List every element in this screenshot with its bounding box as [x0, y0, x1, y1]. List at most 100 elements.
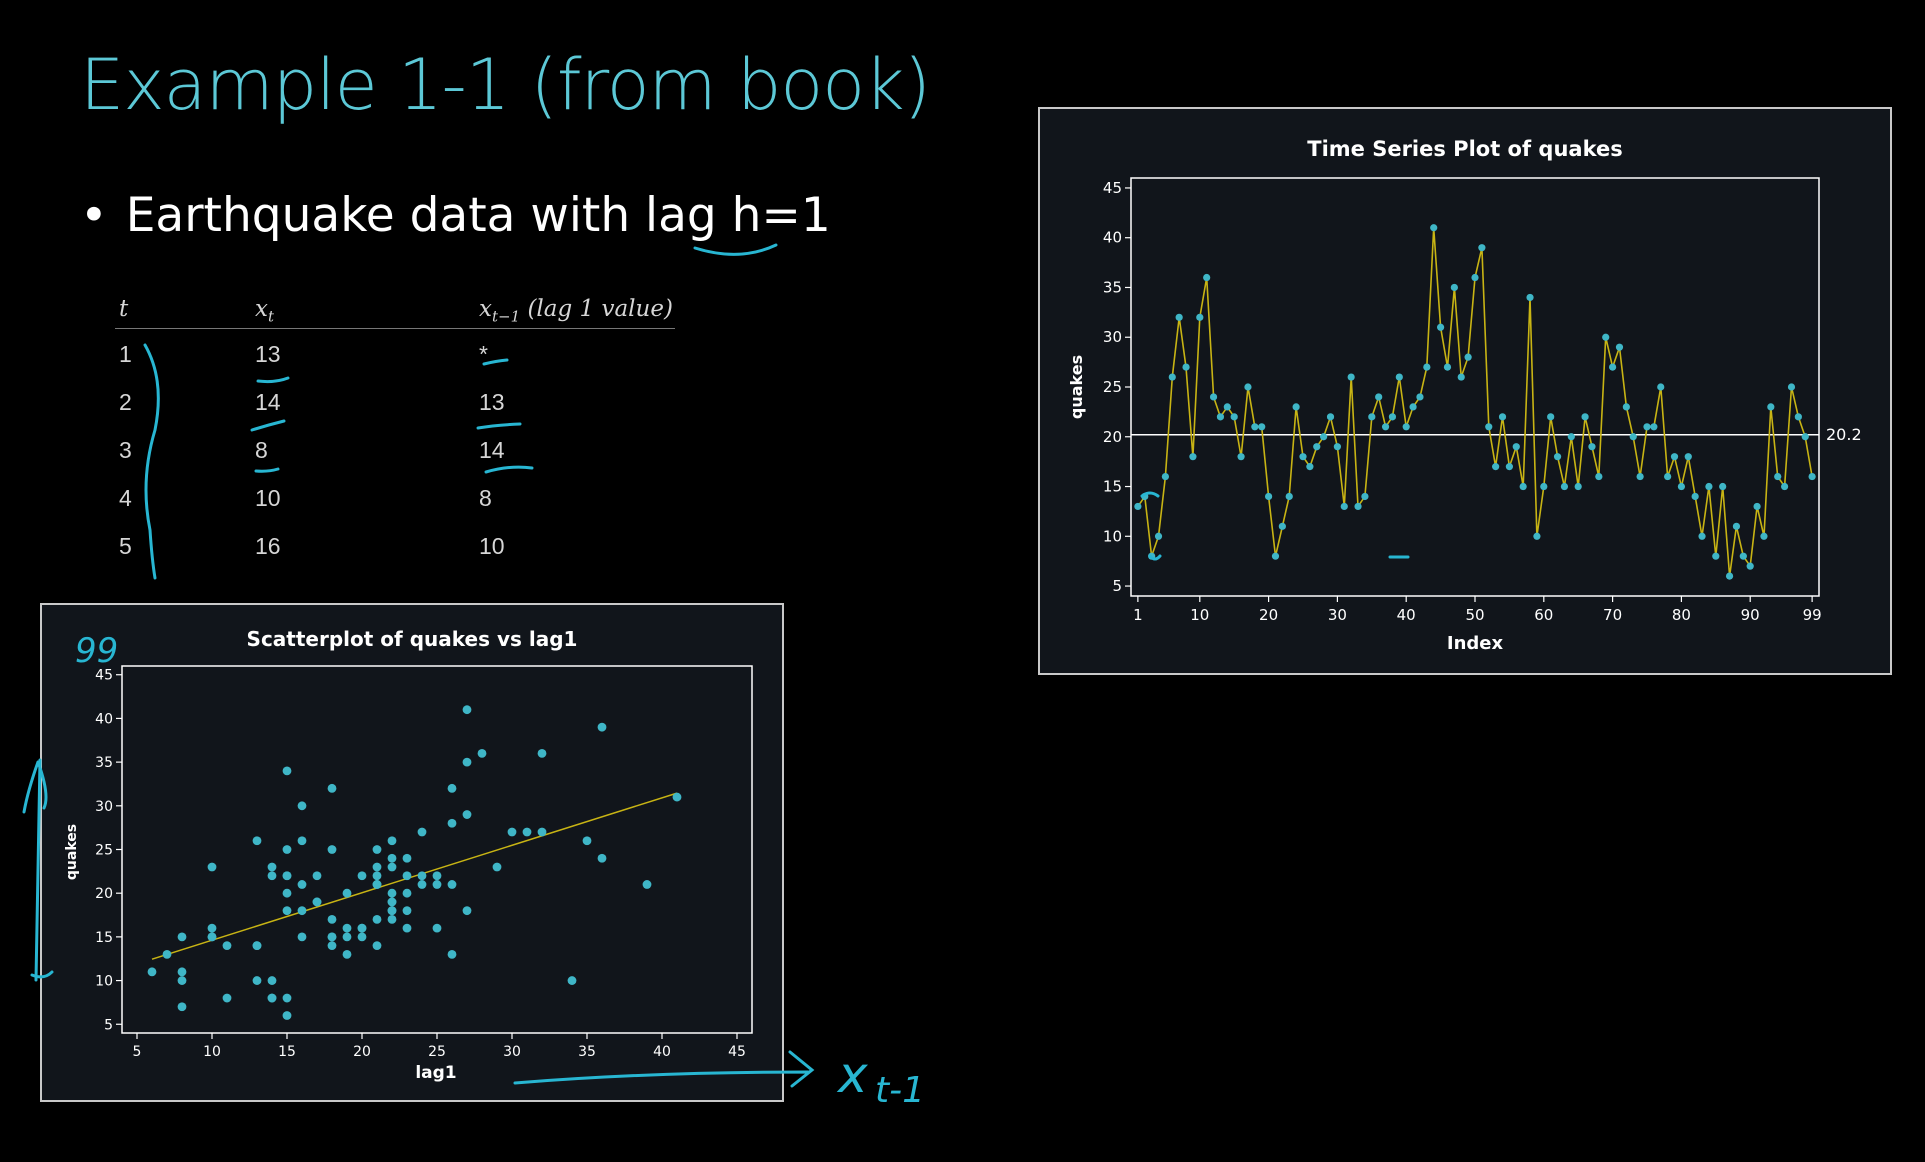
cell-xt: 8 — [255, 437, 268, 463]
x-tick-label: 99 — [1803, 606, 1822, 624]
data-point — [282, 1011, 292, 1020]
data-point — [1485, 423, 1493, 431]
y-ticks: 5 10 15 20 25 30 35 40 45 — [1103, 179, 1131, 595]
data-point — [1615, 343, 1624, 351]
data-point — [372, 941, 382, 951]
data-point — [1154, 532, 1163, 540]
data-point — [147, 967, 157, 977]
cell-t: 2 — [119, 389, 132, 415]
data-point — [1664, 472, 1672, 481]
cell-xlag: 8 — [479, 485, 492, 511]
x-tick-label: 40 — [1397, 606, 1416, 624]
x-tick-label: 30 — [1328, 606, 1347, 624]
data-point — [342, 932, 352, 942]
data-point — [1347, 373, 1355, 381]
data-point — [222, 993, 232, 1003]
data-point — [402, 906, 412, 916]
cell-xlag: 14 — [479, 437, 505, 463]
data-point — [417, 871, 427, 881]
data-point — [342, 888, 352, 898]
x-ticks: 1 10 20 30 40 50 60 70 80 90 99 — [1133, 596, 1822, 624]
x-tick-label: 80 — [1672, 606, 1691, 624]
data-point — [1168, 373, 1176, 381]
data-point — [1774, 472, 1782, 481]
plot-area — [1130, 177, 1820, 597]
y-tick-label: 10 — [1103, 527, 1122, 545]
table-row: 3 8 14 — [115, 425, 675, 473]
bullet-dot: • — [80, 188, 108, 243]
data-point — [1746, 562, 1754, 570]
data-point — [1519, 482, 1527, 491]
x-tick-label: 10 — [203, 1044, 221, 1060]
data-point — [432, 923, 442, 933]
data-point — [1333, 443, 1341, 451]
data-point — [1457, 373, 1465, 381]
data-point — [1237, 453, 1245, 461]
data-point — [1560, 482, 1569, 491]
x-tick-label: 35 — [578, 1044, 596, 1060]
cell-xt: 13 — [255, 341, 281, 367]
data-point — [492, 862, 502, 872]
data-point — [1684, 453, 1692, 461]
data-point — [417, 827, 427, 837]
data-point — [1739, 552, 1747, 560]
data-point — [327, 932, 337, 942]
y-ticks: 5 10 15 20 25 30 35 40 45 — [95, 668, 122, 1033]
data-point — [417, 880, 427, 889]
cell-t: 5 — [119, 533, 132, 559]
lag-table: t xt xt−1 (lag 1 value) 1 13 * 2 14 13 3 8 14 … — [115, 292, 675, 569]
table-row: 4 10 8 — [115, 473, 675, 521]
data-point — [1244, 383, 1252, 391]
data-point — [1732, 522, 1741, 530]
data-point — [387, 915, 397, 924]
data-point — [672, 792, 682, 802]
data-point — [207, 862, 217, 872]
data-point — [1533, 532, 1541, 540]
x-tick-label: 1 — [1133, 606, 1143, 624]
chart-title: Time Series Plot of quakes — [1307, 137, 1622, 161]
data-point — [1526, 293, 1534, 302]
y-tick-label: 20 — [1103, 428, 1122, 446]
ink-xt1-subscript: t-1 — [875, 1070, 925, 1111]
data-point — [357, 932, 367, 942]
data-point — [1182, 363, 1190, 371]
bullet-item: • Earthquake data with lag h=1 — [80, 188, 831, 243]
plot-area — [121, 665, 753, 1034]
data-point — [402, 853, 412, 863]
data-point — [522, 827, 532, 837]
data-point — [387, 836, 397, 846]
bullet-text: Earthquake data with lag h=1 — [125, 188, 831, 243]
data-point — [1581, 413, 1589, 421]
data-point — [387, 853, 397, 863]
table-row: 2 14 13 — [115, 377, 675, 425]
cell-xlag: * — [479, 341, 488, 367]
data-point — [372, 871, 382, 881]
data-point — [462, 705, 472, 715]
data-point — [342, 923, 352, 933]
y-tick-label: 15 — [1103, 478, 1122, 496]
y-axis-label: quakes — [64, 824, 80, 880]
data-point — [267, 871, 277, 881]
scatter-points — [147, 705, 682, 1020]
x-tick-label: 45 — [728, 1044, 746, 1060]
data-point — [1794, 413, 1802, 421]
data-point — [1141, 492, 1149, 501]
y-tick-label: 10 — [95, 974, 113, 990]
x-tick-label: 40 — [653, 1044, 671, 1060]
y-tick-label: 20 — [95, 886, 113, 902]
cell-t: 4 — [119, 485, 132, 511]
data-point — [1216, 413, 1225, 421]
data-point — [1375, 393, 1383, 401]
data-point — [387, 897, 397, 907]
data-point — [1767, 403, 1775, 411]
y-tick-label: 35 — [95, 755, 113, 771]
data-point — [1430, 224, 1438, 232]
data-point — [597, 722, 607, 732]
data-point — [177, 932, 187, 942]
data-point — [282, 845, 292, 854]
data-point — [402, 871, 412, 881]
x-tick-label: 5 — [133, 1044, 142, 1060]
data-point — [267, 976, 277, 985]
y-tick-label: 40 — [1103, 229, 1122, 247]
cell-xt: 10 — [255, 485, 281, 511]
